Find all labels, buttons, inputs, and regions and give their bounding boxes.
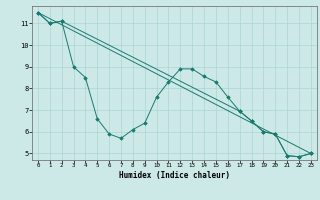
X-axis label: Humidex (Indice chaleur): Humidex (Indice chaleur) <box>119 171 230 180</box>
